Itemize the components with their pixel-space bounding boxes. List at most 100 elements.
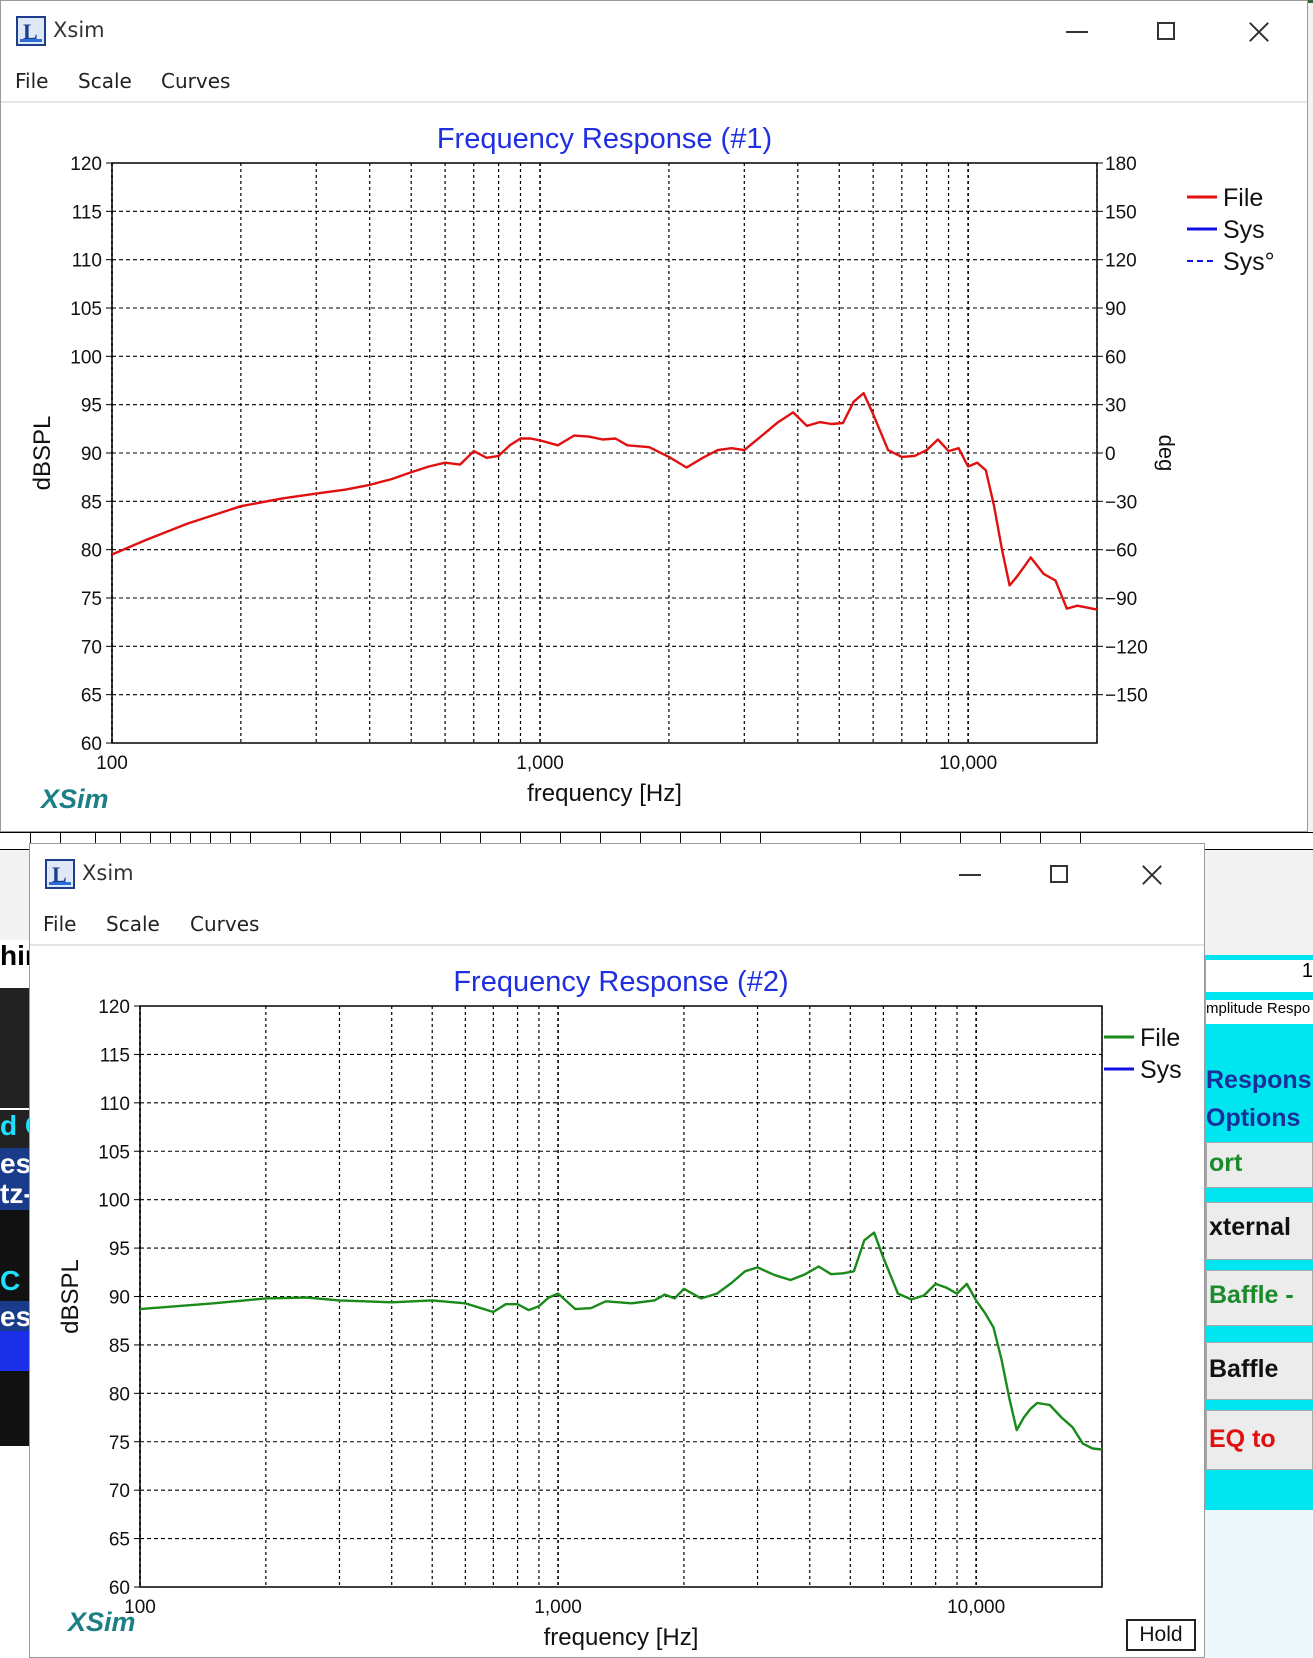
maximize-icon[interactable] — [1036, 852, 1082, 898]
background-left-panel: hin d C esp tz- C esp — [0, 940, 30, 1658]
y2-tick-label: 90 — [1105, 299, 1126, 320]
background-grid-line — [170, 832, 171, 848]
y-tick-label: 65 — [81, 686, 102, 707]
y-tick-label: 115 — [72, 202, 102, 223]
xsim-window-2[interactable]: L Xsim File Scale Curves Frequency Respo… — [29, 843, 1205, 1658]
legend-label: Sys° — [1223, 248, 1275, 276]
y2-tick-label: 30 — [1105, 396, 1126, 417]
y-tick-label: 105 — [98, 1142, 130, 1163]
background-grid-line — [210, 832, 211, 848]
background-button[interactable]: ort — [1206, 1142, 1313, 1188]
menu-curves[interactable]: Curves — [190, 912, 260, 936]
menu-file[interactable]: File — [43, 912, 77, 936]
background-button[interactable]: Baffle - — [1206, 1270, 1313, 1326]
background-grid-line — [60, 832, 61, 848]
background-left-fragment: esp — [0, 1148, 30, 1178]
background-left-dark-block — [0, 988, 30, 1108]
minimize-icon[interactable] — [946, 852, 992, 898]
background-grid-line — [230, 832, 231, 848]
x-axis-label: frequency [Hz] — [527, 780, 682, 807]
minimize-icon[interactable] — [1053, 9, 1099, 55]
maximize-icon[interactable] — [1143, 9, 1189, 55]
background-grid-line — [30, 832, 31, 848]
y-tick-label: 60 — [81, 734, 102, 755]
title-bar[interactable]: L Xsim — [30, 844, 1204, 906]
y2-tick-label: 120 — [1105, 251, 1137, 272]
y-tick-label: 100 — [70, 347, 102, 368]
y-tick-label: 70 — [109, 1481, 130, 1502]
y-tick-label: 75 — [109, 1433, 130, 1454]
x-tick-label: 100 — [96, 753, 128, 774]
plot-frame — [139, 1005, 1103, 1588]
frequency-response-chart-1[interactable]: Frequency Response (#1) 60 65 70 75 80 85 90 95 1… — [1, 101, 1307, 831]
legend-label: File — [1140, 1024, 1180, 1052]
menu-scale[interactable]: Scale — [78, 69, 132, 93]
y-tick-label: 80 — [81, 541, 102, 562]
y2-tick-label: −30 — [1105, 492, 1137, 513]
background-button[interactable]: EQ to — [1206, 1410, 1313, 1470]
y-tick-label: 85 — [109, 1336, 130, 1357]
background-grid-line — [600, 832, 601, 848]
y-tick-label: 65 — [109, 1530, 130, 1551]
background-left-fragment: hin — [0, 940, 30, 985]
menu-bar: File Scale Curves — [30, 906, 1204, 946]
y-tick-label: 110 — [72, 251, 102, 272]
y-axis-label: dBSPL — [29, 416, 56, 491]
y-tick-label: 100 — [98, 1191, 130, 1212]
hold-button[interactable]: Hold — [1126, 1619, 1196, 1651]
frequency-response-chart-2[interactable]: Frequency Response (#2) 60 65 70 75 80 85 90 95 1… — [30, 944, 1204, 1657]
series-line-file — [139, 1231, 1103, 1451]
x-axis-label: frequency [Hz] — [544, 1624, 699, 1651]
background-heading: Respons — [1206, 1066, 1312, 1094]
chart-title: Frequency Response (#1) — [437, 123, 772, 155]
y2-tick-label: 0 — [1105, 444, 1116, 465]
y-tick-label: 95 — [81, 396, 102, 417]
background-grid-line — [400, 832, 401, 848]
background-right-lower — [1204, 1510, 1313, 1658]
background-left-dark-block — [0, 1371, 30, 1446]
xsim-app-icon: L — [16, 16, 46, 46]
background-grid-line — [720, 832, 721, 848]
background-left-dark-block — [0, 1210, 30, 1265]
background-grid-line — [960, 832, 961, 848]
x-tick-label: 1,000 — [534, 1597, 582, 1618]
background-grid-line — [560, 832, 561, 848]
window-title: Xsim — [82, 861, 134, 885]
background-grid-line — [120, 832, 121, 848]
y-tick-label: 105 — [70, 299, 102, 320]
background-grid-line — [640, 832, 641, 848]
background-grid-line — [190, 832, 191, 848]
background-grid-line — [360, 832, 361, 848]
y-tick-label: 70 — [81, 637, 102, 658]
series-line-file — [111, 391, 1098, 611]
background-grid-line — [860, 832, 861, 848]
background-left-fragment: C — [0, 1265, 30, 1301]
menu-curves[interactable]: Curves — [161, 69, 231, 93]
menu-file[interactable]: File — [15, 69, 49, 93]
y-tick-label: 75 — [81, 589, 102, 610]
background-tab-label[interactable]: mplitude Respo — [1206, 1000, 1313, 1024]
legend-label: Sys — [1223, 216, 1265, 244]
background-button[interactable]: Baffle — [1206, 1342, 1313, 1400]
xsim-window-1[interactable]: L Xsim File Scale Curves Frequency Respo… — [0, 0, 1308, 832]
y2-tick-label: −150 — [1105, 686, 1148, 707]
x-tick-label: 10,000 — [947, 1597, 1005, 1618]
background-grid-line — [900, 832, 901, 848]
menu-scale[interactable]: Scale — [106, 912, 160, 936]
close-icon[interactable] — [1128, 852, 1174, 898]
legend-label: File — [1223, 184, 1263, 212]
y-tick-label: 120 — [70, 154, 102, 175]
window-title: Xsim — [53, 18, 105, 42]
y-tick-label: 95 — [109, 1239, 130, 1260]
background-grid-line — [1000, 832, 1001, 848]
y-tick-label: 80 — [109, 1384, 130, 1405]
background-button[interactable]: xternal — [1206, 1202, 1313, 1260]
y-tick-label: 60 — [109, 1578, 130, 1599]
y-tick-label: 85 — [81, 492, 102, 513]
x-tick-label: 1,000 — [516, 753, 564, 774]
background-grid-line — [760, 832, 761, 848]
close-icon[interactable] — [1235, 9, 1281, 55]
title-bar[interactable]: L Xsim — [1, 1, 1307, 63]
background-grid-line — [680, 832, 681, 848]
x-tick-label: 100 — [124, 1597, 156, 1618]
